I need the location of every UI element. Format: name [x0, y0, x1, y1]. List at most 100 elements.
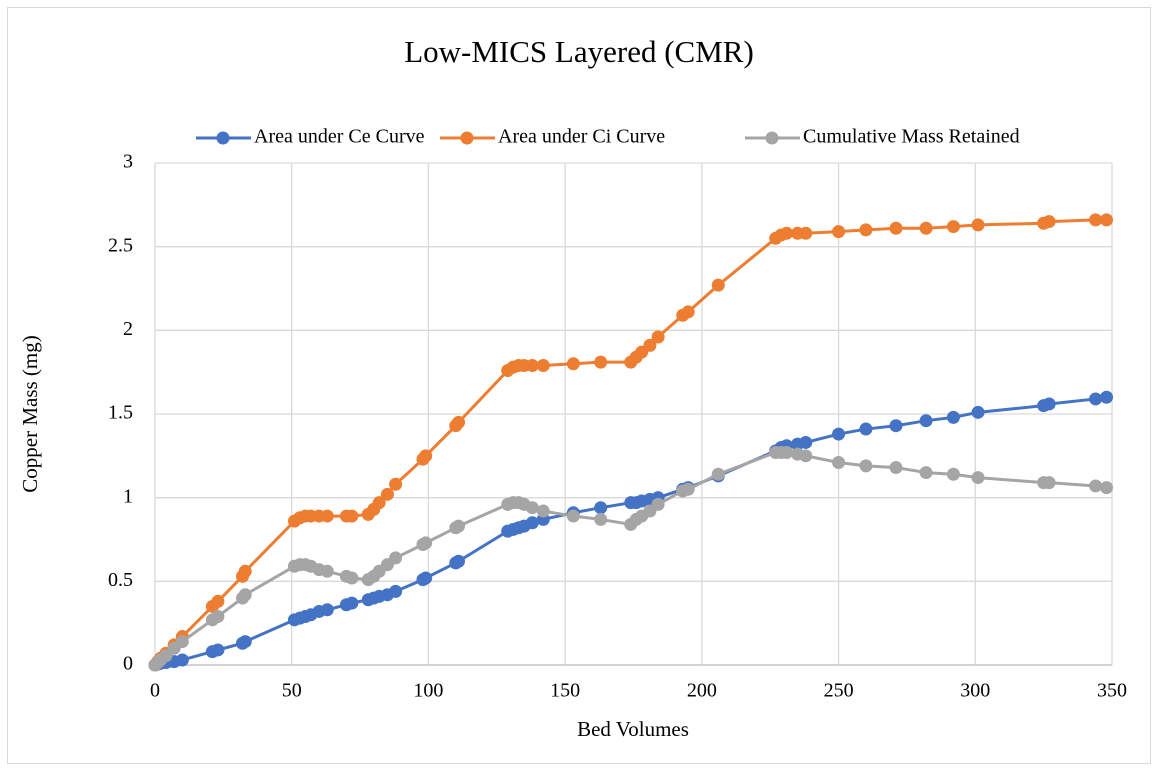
data-point — [1089, 213, 1103, 227]
y-tick-label: 0.5 — [108, 569, 133, 591]
data-point — [1089, 392, 1103, 406]
data-point — [419, 449, 433, 463]
data-point — [525, 501, 539, 515]
data-point — [1042, 215, 1056, 229]
data-point — [859, 223, 873, 237]
data-point — [643, 338, 657, 352]
data-point — [919, 414, 933, 428]
data-point — [211, 643, 225, 657]
data-point — [320, 564, 334, 578]
data-point — [971, 471, 985, 485]
data-point — [238, 635, 252, 649]
data-point — [919, 221, 933, 235]
data-point — [889, 221, 903, 235]
data-point — [566, 357, 580, 371]
data-point — [536, 358, 550, 372]
x-tick-label: 150 — [550, 680, 580, 702]
data-point — [525, 516, 539, 530]
x-tick-label: 200 — [687, 680, 717, 702]
data-point — [419, 571, 433, 585]
data-point — [238, 564, 252, 578]
data-point — [345, 596, 359, 610]
y-tick-label: 2 — [123, 318, 133, 340]
legend-label: Area under Ce Curve — [254, 126, 425, 148]
data-point — [320, 509, 334, 523]
data-point — [320, 603, 334, 617]
data-point — [211, 609, 225, 623]
data-point — [419, 536, 433, 550]
data-point — [832, 427, 846, 441]
data-point — [452, 519, 466, 533]
data-point — [832, 225, 846, 239]
data-point — [946, 467, 960, 481]
data-point — [681, 482, 695, 496]
x-tick-label: 100 — [413, 680, 443, 702]
data-point — [859, 459, 873, 473]
data-point — [566, 509, 580, 523]
data-point — [889, 461, 903, 475]
y-tick-label: 1 — [123, 485, 133, 507]
data-point — [832, 456, 846, 470]
y-tick-label: 3 — [123, 151, 133, 173]
data-point — [389, 584, 403, 598]
data-point — [175, 635, 189, 649]
data-point — [651, 497, 665, 511]
legend-label: Area under Ci Curve — [498, 126, 665, 148]
data-point — [1100, 390, 1114, 404]
data-point — [799, 449, 813, 463]
chart-border — [7, 7, 1151, 764]
data-point — [175, 653, 189, 667]
data-point — [389, 477, 403, 491]
x-tick-label: 250 — [824, 680, 854, 702]
x-tick-label: 50 — [282, 680, 302, 702]
data-point — [594, 512, 608, 526]
data-point — [345, 509, 359, 523]
data-point — [238, 588, 252, 602]
data-point — [594, 501, 608, 515]
data-point — [159, 649, 173, 663]
data-point — [452, 415, 466, 429]
data-point — [799, 435, 813, 449]
data-point — [780, 226, 794, 240]
data-point — [919, 466, 933, 480]
legend-marker — [216, 131, 230, 145]
legend-marker — [765, 131, 779, 145]
legend-label: Cumulative Mass Retained — [803, 126, 1020, 148]
data-point — [971, 405, 985, 419]
data-point — [889, 419, 903, 433]
data-point — [345, 571, 359, 585]
x-axis-label: Bed Volumes — [577, 717, 689, 741]
x-tick-label: 0 — [150, 680, 160, 702]
data-point — [1042, 397, 1056, 411]
data-point — [859, 422, 873, 436]
data-point — [681, 305, 695, 319]
data-point — [594, 355, 608, 369]
data-point — [452, 554, 466, 568]
data-point — [1100, 213, 1114, 227]
data-point — [525, 358, 539, 372]
x-tick-label: 350 — [1097, 680, 1127, 702]
y-tick-label: 2.5 — [108, 234, 133, 256]
data-point — [971, 218, 985, 232]
y-tick-label: 1.5 — [108, 402, 133, 424]
data-point — [389, 551, 403, 565]
data-point — [946, 220, 960, 234]
x-tick-label: 300 — [960, 680, 990, 702]
data-point — [711, 467, 725, 481]
data-point — [711, 278, 725, 292]
data-point — [946, 410, 960, 424]
y-tick-label: 0 — [123, 653, 133, 675]
data-point — [651, 330, 665, 344]
y-axis-label: Copper Mass (mg) — [18, 335, 42, 492]
data-point — [380, 487, 394, 501]
data-point — [372, 496, 386, 510]
data-point — [1089, 479, 1103, 493]
data-point — [1100, 481, 1114, 495]
data-point — [1042, 476, 1056, 490]
data-point — [780, 445, 794, 459]
data-point — [799, 226, 813, 240]
data-point — [536, 504, 550, 518]
legend-marker — [460, 131, 474, 145]
